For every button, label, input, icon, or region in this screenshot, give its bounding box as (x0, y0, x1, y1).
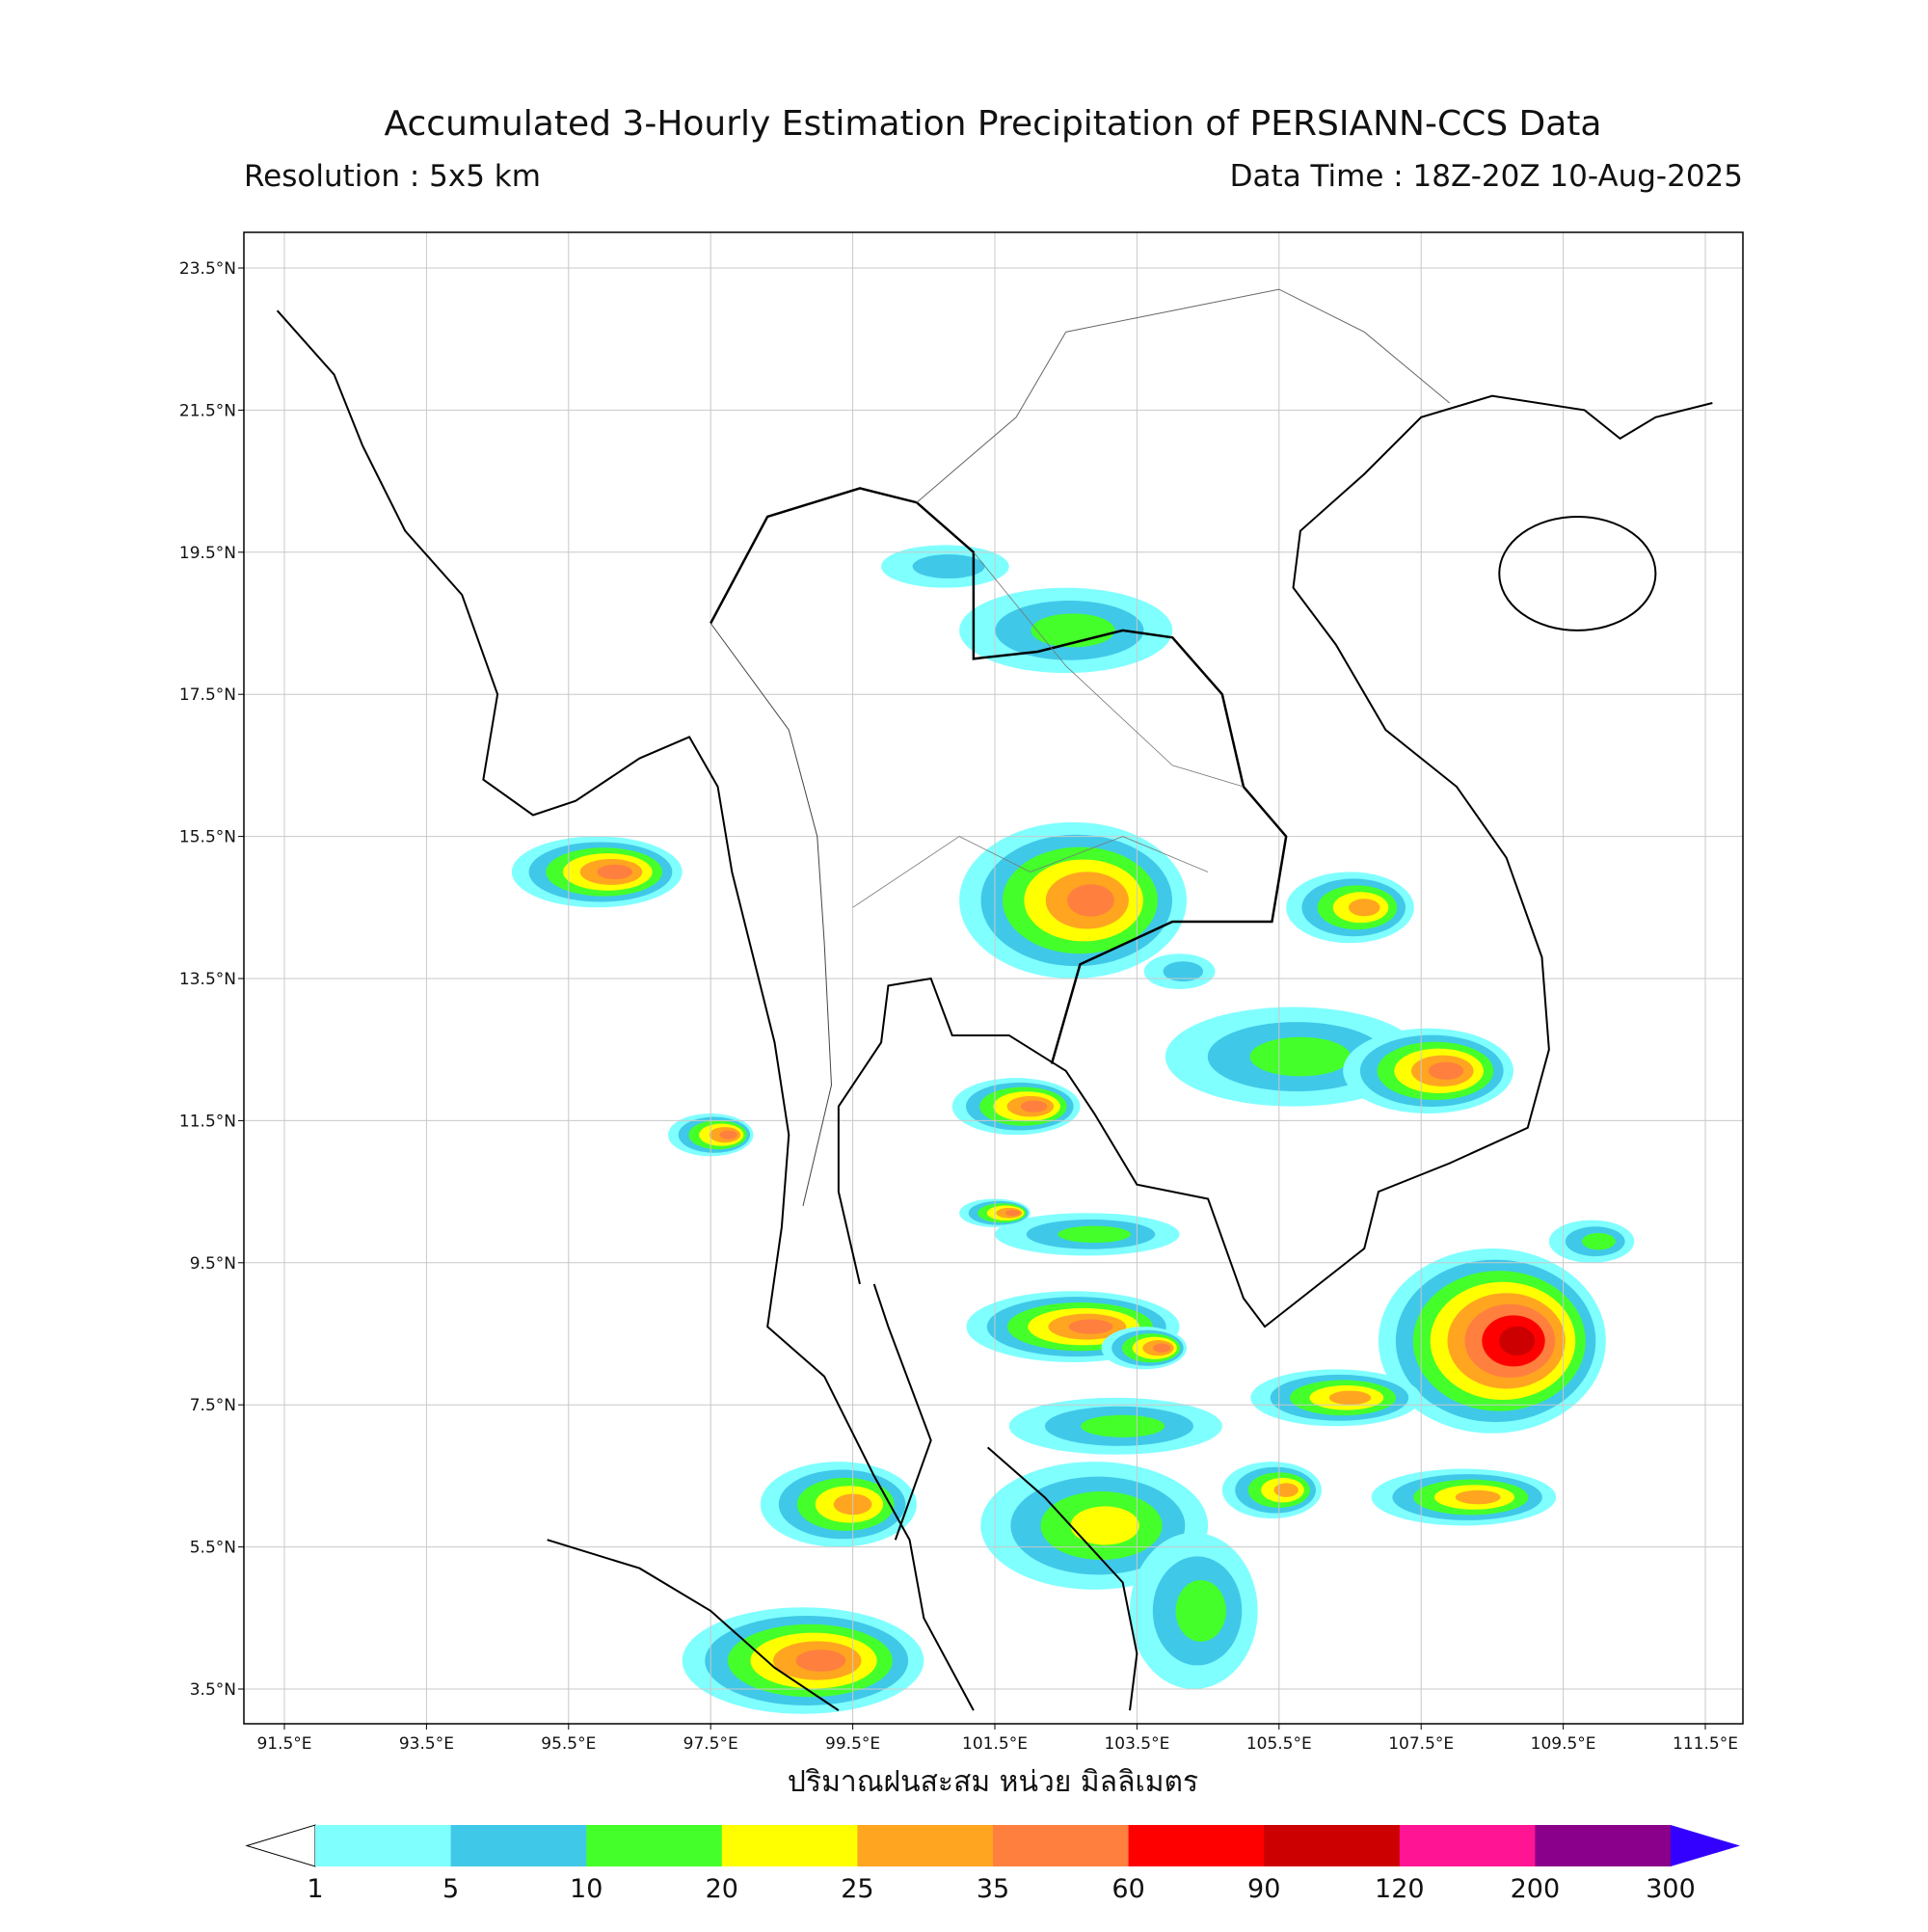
rain-area (1070, 1506, 1139, 1545)
rain-area (1428, 1061, 1464, 1080)
rain-area (1273, 1483, 1299, 1497)
rain-area (912, 554, 985, 579)
title: Accumulated 3-Hourly Estimation Precipit… (385, 104, 1602, 144)
coastline (837, 394, 1713, 1328)
colorbar-tick-label: 35 (977, 1874, 1009, 1904)
rain-area (1582, 1232, 1616, 1250)
lon-tick-label: 105.5°E (1246, 1734, 1312, 1754)
lat-tick-label: 15.5°N (179, 828, 236, 847)
colorbar-segment (1264, 1825, 1401, 1866)
plot-frame (243, 231, 1744, 1725)
colorbar-tick-label: 25 (841, 1874, 873, 1904)
rain-area (1020, 1100, 1048, 1113)
lat-tick-label: 17.5°N (179, 685, 236, 705)
rain-area (1153, 1343, 1171, 1353)
colorbar-tick-label: 90 (1247, 1874, 1280, 1904)
rain-area (719, 1130, 737, 1140)
coastline (276, 309, 975, 1711)
lat-tick-label: 9.5°N (190, 1254, 236, 1274)
colorbar-tick-label: 200 (1511, 1874, 1561, 1904)
subtitle-left: Resolution : 5x5 km (244, 159, 541, 194)
colorbar-tick-label: 120 (1375, 1874, 1425, 1904)
colorbar-tick-label: 1 (307, 1874, 323, 1904)
rain-area (1068, 1319, 1113, 1334)
colorbar-segment (1535, 1825, 1672, 1866)
rain-area (1058, 1225, 1131, 1244)
colorbar-tick-label: 300 (1646, 1874, 1696, 1904)
lat-tick-label: 7.5°N (190, 1396, 236, 1415)
lon-tick-label: 97.5°E (683, 1734, 738, 1754)
lat-tick-label: 3.5°N (190, 1680, 236, 1700)
colorbar-segment (586, 1825, 723, 1866)
coastline (872, 1283, 932, 1541)
colorbar-segment (721, 1825, 858, 1866)
border (710, 623, 832, 1206)
colorbar-segment (1399, 1825, 1536, 1866)
colorbar-over (1671, 1825, 1740, 1866)
colorbar-segment (857, 1825, 994, 1866)
colorbar-segment (993, 1825, 1130, 1866)
lon-tick-label: 111.5°E (1673, 1734, 1738, 1754)
rain-area (1081, 1414, 1165, 1437)
colorbar-under (245, 1824, 316, 1867)
x-axis-label: ปริมาณฝนสะสม หน่วย มิลลิเมตร (788, 1765, 1198, 1799)
lat-tick-label: 11.5°N (179, 1112, 236, 1131)
subtitle-right: Data Time : 18Z-20Z 10-Aug-2025 (1230, 159, 1743, 194)
plot-area: 23.5°N 21.5°N 19.5°N 17.5°N 15.5°N 13.5°N 11.5… (179, 231, 1744, 1754)
rain-area (1067, 884, 1114, 917)
colorbar-tick-label: 10 (570, 1874, 602, 1904)
lat-tick-label: 23.5°N (179, 259, 236, 279)
lon-tick-label: 101.5°E (962, 1734, 1028, 1754)
map-layer (244, 232, 1743, 1724)
colorbar-tick-label: 60 (1111, 1874, 1144, 1904)
colorbar-segment (315, 1825, 452, 1866)
colorbar-segment (1128, 1825, 1265, 1866)
rain-area (1249, 1036, 1352, 1077)
colorbar-segment (450, 1825, 587, 1866)
rain-area (597, 864, 632, 880)
border (916, 288, 1451, 503)
rain-area (1455, 1489, 1501, 1505)
lon-tick-label: 103.5°E (1104, 1734, 1169, 1754)
colorbar: 1 5 10 20 25 35 60 90 120 200 300 (245, 1824, 1740, 1904)
lon-tick-label: 99.5°E (825, 1734, 880, 1754)
lat-tick-label: 19.5°N (179, 544, 236, 563)
rain-area (1004, 1210, 1021, 1217)
lon-tick-label: 95.5°E (541, 1734, 596, 1754)
province-line (852, 836, 1209, 908)
rain-area (1499, 1326, 1536, 1355)
rain-area (1175, 1579, 1226, 1642)
colorbar-tick-label: 20 (706, 1874, 738, 1904)
lon-tick-label: 91.5°E (256, 1734, 311, 1754)
colorbar-tick-label: 5 (442, 1874, 459, 1904)
border (710, 487, 1288, 1064)
lon-tick-label: 107.5°E (1388, 1734, 1454, 1754)
coastline (547, 1539, 840, 1711)
lat-tick-label: 5.5°N (190, 1539, 236, 1558)
island (1498, 515, 1657, 631)
rain-area (795, 1650, 846, 1672)
coastline (986, 1446, 1138, 1711)
lat-tick-label: 13.5°N (179, 970, 236, 989)
province-line (973, 551, 1245, 788)
lon-tick-label: 109.5°E (1531, 1734, 1596, 1754)
lat-tick-label: 21.5°N (179, 401, 236, 420)
rain-area (1328, 1390, 1372, 1406)
rain-area (1163, 961, 1204, 982)
lon-tick-label: 93.5°E (399, 1734, 454, 1754)
rain-area (1348, 899, 1380, 917)
